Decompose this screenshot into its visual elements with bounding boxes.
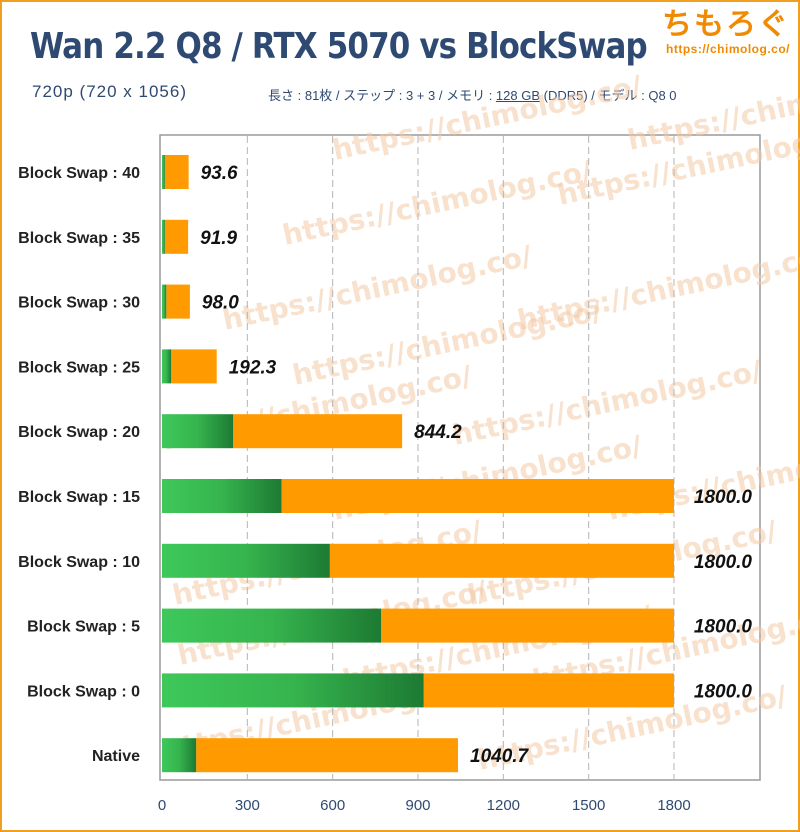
value-label: 844.2 [414, 422, 462, 443]
conditions-text: 長さ : 81枚 / ステップ : 3 + 3 / メモリ : [268, 88, 496, 103]
bar-segment-green [162, 155, 165, 189]
x-tick-label: 300 [235, 797, 260, 814]
bar-segment-green [162, 414, 234, 449]
chart-title: Wan 2.2 Q8 / RTX 5070 vs BlockSwap [30, 26, 648, 67]
brand-url: https://chimolog.co/ [666, 42, 790, 56]
bar-segment-orange [329, 543, 674, 578]
bar-segment-green [162, 219, 165, 254]
category-label: Block Swap : 15 [18, 489, 140, 506]
x-tick-label: 1500 [572, 797, 605, 814]
value-label: 1800.0 [694, 681, 753, 702]
x-tick-label: 1200 [487, 797, 520, 814]
category-label: Block Swap : 30 [18, 295, 140, 312]
value-label: 192.3 [229, 357, 277, 378]
value-labels: 93.6 91.9 98.0 192.3 844.2 1800.0 1800.0 1800.0… [200, 163, 752, 767]
value-label: 1800.0 [694, 552, 753, 573]
x-tick-label: 1800 [657, 797, 690, 814]
bar-segment-orange [164, 219, 189, 254]
category-label: Block Swap : 5 [27, 619, 140, 636]
category-label: Block Swap : 35 [18, 230, 140, 247]
bar-segment-green [162, 738, 197, 773]
bar-segment-green [162, 543, 330, 578]
bar-segment-orange [381, 608, 674, 643]
value-label: 1800.0 [694, 487, 753, 508]
brand-name: ちもろぐ [662, 7, 790, 42]
bar-segment-orange [166, 284, 190, 319]
bar-segment-green [162, 608, 382, 643]
category-label: Block Swap : 0 [27, 683, 140, 700]
conditions-text-end: (DDR5) / モデル : Q8 0 [540, 88, 677, 103]
category-label: Block Swap : 10 [18, 554, 140, 571]
x-tick-label: 0 [158, 797, 166, 814]
bar-segment-green [162, 673, 424, 708]
value-label: 1040.7 [470, 746, 530, 767]
bar-segment-orange [196, 738, 459, 773]
plot-area [159, 134, 761, 781]
grid-lines [246, 136, 675, 779]
x-tick-label: 600 [320, 797, 345, 814]
category-label: Native [92, 748, 140, 765]
bar-segment-green [162, 479, 282, 513]
value-label: 1800.0 [694, 617, 753, 638]
category-labels: Block Swap : 40 Block Swap : 35 Block Swap… [18, 165, 140, 765]
bar-segment-green [162, 349, 172, 384]
memory-size: 128 GB [495, 88, 541, 103]
bar-segment-green [162, 284, 167, 319]
chart-subtitle: 720p (720 x 1056) [32, 82, 187, 101]
brand-logo: ちもろぐ https://chimolog.co/ [662, 7, 790, 57]
test-conditions: 長さ : 81枚 / ステップ : 3 + 3 / メモリ : 128 GB (… [268, 85, 677, 104]
category-label: Block Swap : 25 [18, 359, 140, 376]
bar-segment-orange [233, 414, 403, 449]
value-label: 98.0 [202, 293, 239, 314]
value-label: 93.6 [201, 163, 238, 184]
bar-segment-orange [281, 479, 674, 513]
bar-segment-orange [171, 349, 217, 384]
category-label: Block Swap : 40 [18, 165, 140, 182]
x-tick-labels: 0 300 600 900 1200 1500 1800 [158, 797, 691, 814]
bar-segment-orange [164, 155, 189, 189]
bar-segment-orange [423, 673, 674, 708]
bars [162, 155, 674, 773]
value-label: 91.9 [200, 228, 237, 249]
x-tick-label: 900 [405, 797, 430, 814]
category-label: Block Swap : 20 [18, 424, 140, 441]
